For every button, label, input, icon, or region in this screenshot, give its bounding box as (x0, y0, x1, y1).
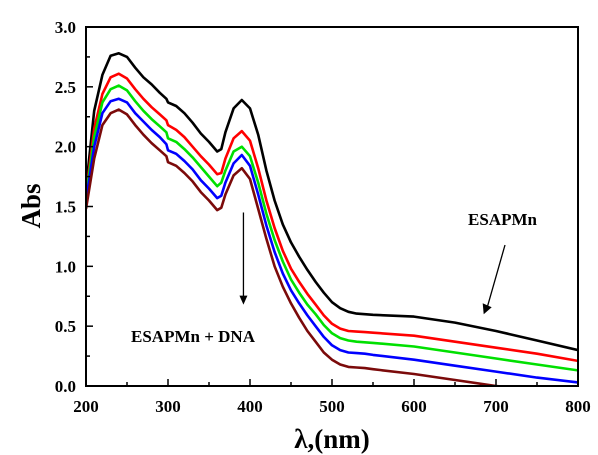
x-tick-label: 500 (319, 397, 345, 416)
annotation-arrow-head (482, 303, 492, 315)
x-tick-label: 300 (155, 397, 181, 416)
y-tick-label: 0.0 (55, 377, 76, 396)
x-tick-label: 200 (73, 397, 99, 416)
series-line-2 (86, 72, 578, 363)
x-tick-label: 400 (237, 397, 263, 416)
annotation-arrow-line (486, 244, 506, 310)
annotation-arrow-head (239, 295, 248, 305)
y-axis-title: Abs (16, 183, 46, 228)
y-tick-label: 2.5 (55, 78, 76, 97)
y-axis-ticks: 0.0 0.5 1.0 1.5 2.0 2.5 3.0 (55, 18, 93, 396)
y-tick-label: 0.5 (55, 317, 76, 336)
y-tick-label: 2.0 (55, 138, 76, 157)
y-tick-label: 1.0 (55, 257, 76, 276)
x-tick-label: 600 (401, 397, 427, 416)
annotation-label: ESAPMn + DNA (131, 327, 256, 346)
series-line-4 (86, 97, 578, 384)
series-layer (86, 52, 578, 386)
x-axis-ticks: 200 300 400 500 600 700 800 (73, 379, 591, 416)
annotations: ESAPMn ESAPMn + DNA (131, 210, 538, 346)
x-axis-title: λ,(nm) (294, 424, 370, 454)
series-line-1 (86, 52, 578, 352)
x-tick-label: 700 (483, 397, 509, 416)
y-tick-label: 3.0 (55, 18, 76, 37)
series-line-3 (86, 84, 578, 372)
series-line-5 (86, 108, 511, 386)
annotation-label: ESAPMn (468, 210, 538, 229)
y-tick-label: 1.5 (55, 198, 76, 217)
x-tick-label: 800 (565, 397, 591, 416)
